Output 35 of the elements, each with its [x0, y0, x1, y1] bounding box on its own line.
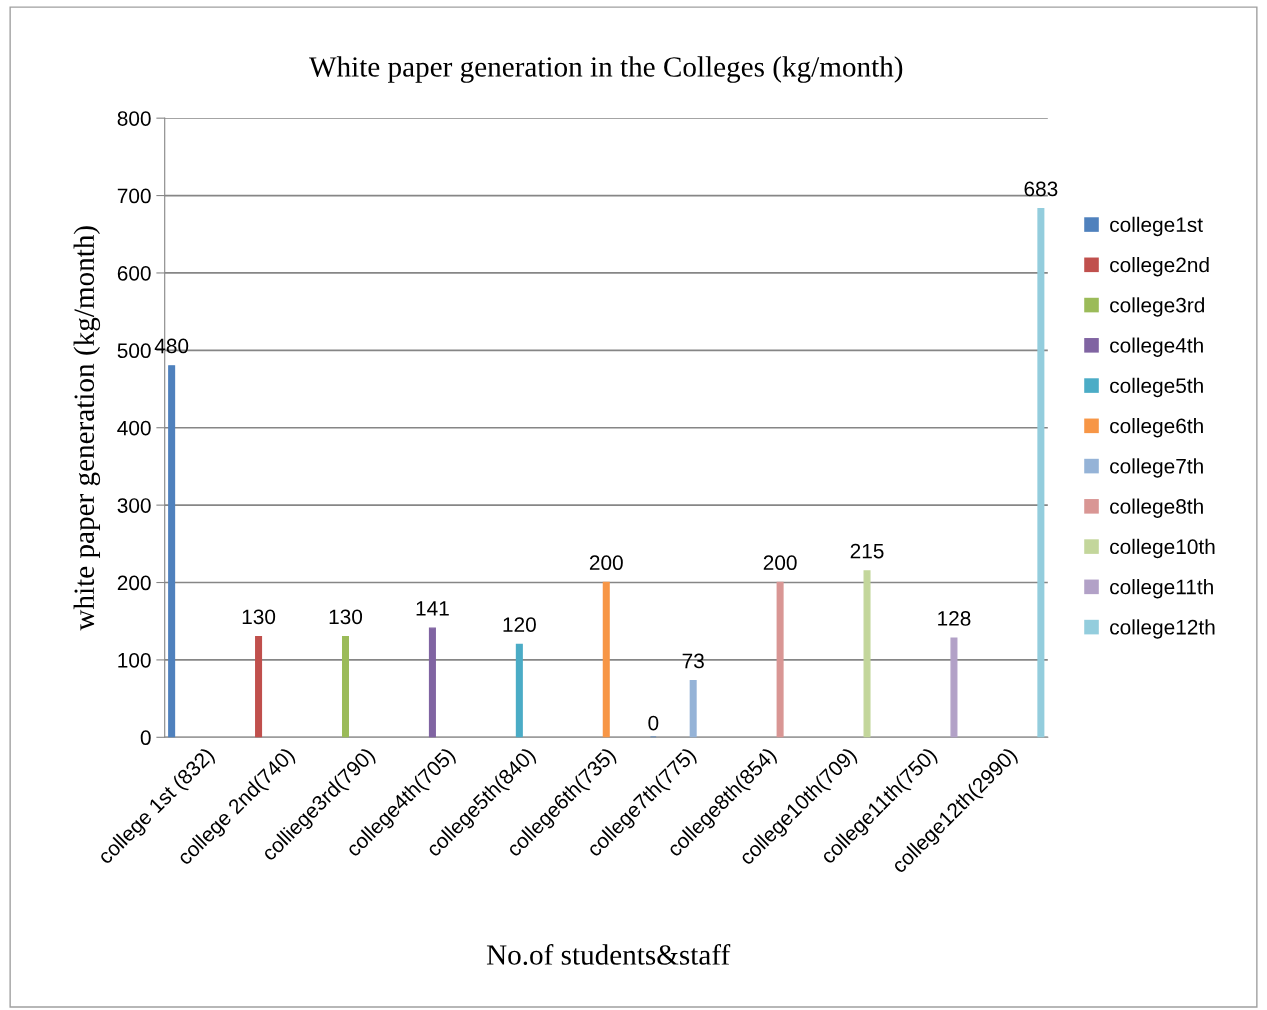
- legend-label: college11th: [1110, 579, 1213, 599]
- y-tick-label: 300: [117, 498, 151, 513]
- legend-label: college5th: [1110, 377, 1203, 398]
- legend-label: college3rd: [1110, 297, 1205, 317]
- data-label: 0: [648, 715, 659, 731]
- data-label: 200: [763, 555, 797, 571]
- data-label: 480: [154, 338, 189, 354]
- data-label: 120: [503, 617, 536, 632]
- legend-label: college10th: [1110, 538, 1215, 559]
- legend-label: college1st: [1110, 216, 1203, 237]
- data-label: 130: [242, 609, 276, 625]
- data-label: 141: [416, 601, 449, 616]
- y-tick-label: 600: [117, 265, 151, 281]
- y-tick-label: 500: [117, 343, 151, 359]
- y-tick-label: 400: [117, 420, 151, 436]
- y-tick-label: 700: [117, 188, 151, 204]
- data-label: 683: [1024, 181, 1058, 197]
- legend-label: college4th: [1110, 337, 1203, 357]
- x-axis-title: No.of students&staff: [486, 944, 731, 965]
- legend-label: college8th: [1110, 498, 1203, 518]
- legend-label: college6th: [1110, 418, 1203, 438]
- legend-label: college12th: [1110, 619, 1215, 639]
- legend-label: college2nd: [1110, 257, 1209, 277]
- y-axis-title: white paper generation (kg/month): [73, 226, 101, 631]
- data-label: 200: [589, 555, 623, 571]
- data-label: 215: [850, 543, 884, 559]
- data-label: 130: [329, 609, 363, 625]
- chart-title: White paper generation in the Colleges (kg/month): [309, 56, 903, 83]
- data-label: 128: [938, 611, 971, 626]
- data-label: 73: [682, 653, 704, 669]
- y-tick-label: 100: [118, 652, 151, 668]
- y-tick-label: 800: [117, 111, 151, 126]
- y-tick-label: 0: [140, 730, 151, 746]
- legend-label: college7th: [1110, 458, 1203, 478]
- y-tick-label: 200: [117, 575, 151, 591]
